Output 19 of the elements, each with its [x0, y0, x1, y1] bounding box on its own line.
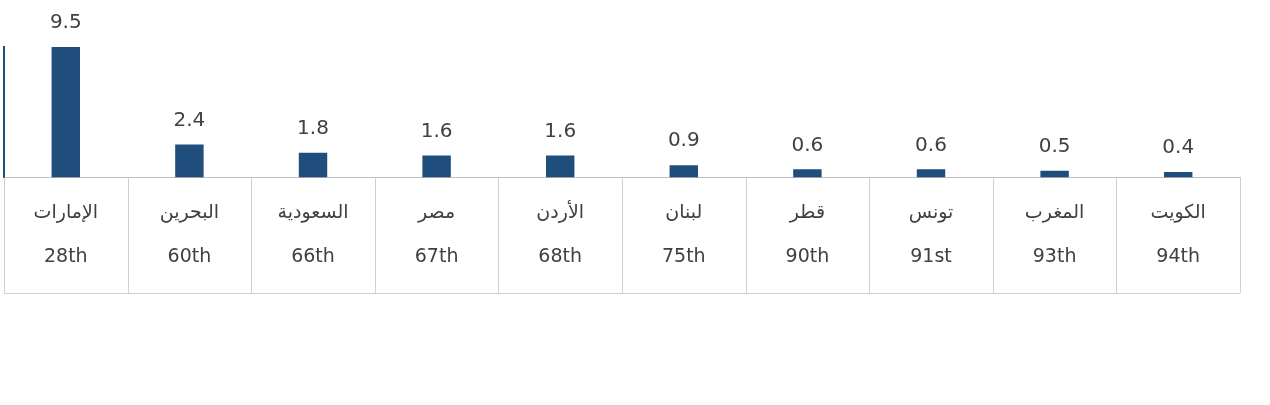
bar [669, 165, 699, 178]
data-label: 1.8 [297, 115, 329, 140]
data-label: 0.6 [915, 131, 947, 156]
bar [422, 155, 451, 178]
bar [298, 152, 328, 178]
bar [545, 155, 575, 178]
bar [51, 47, 81, 178]
data-label: 0.9 [667, 127, 700, 152]
data-label: 2.4 [173, 106, 206, 131]
data-label: 0.4 [1162, 134, 1195, 159]
data-label: 0.6 [791, 131, 824, 156]
bar [1163, 172, 1193, 178]
data-label: 9.5 [49, 9, 82, 34]
bar [175, 144, 204, 178]
data-label: 1.6 [544, 117, 577, 142]
data-label: 0.5 [1038, 132, 1071, 157]
bar [793, 169, 822, 178]
bar [916, 169, 946, 178]
data-label: 1.6 [420, 117, 453, 142]
